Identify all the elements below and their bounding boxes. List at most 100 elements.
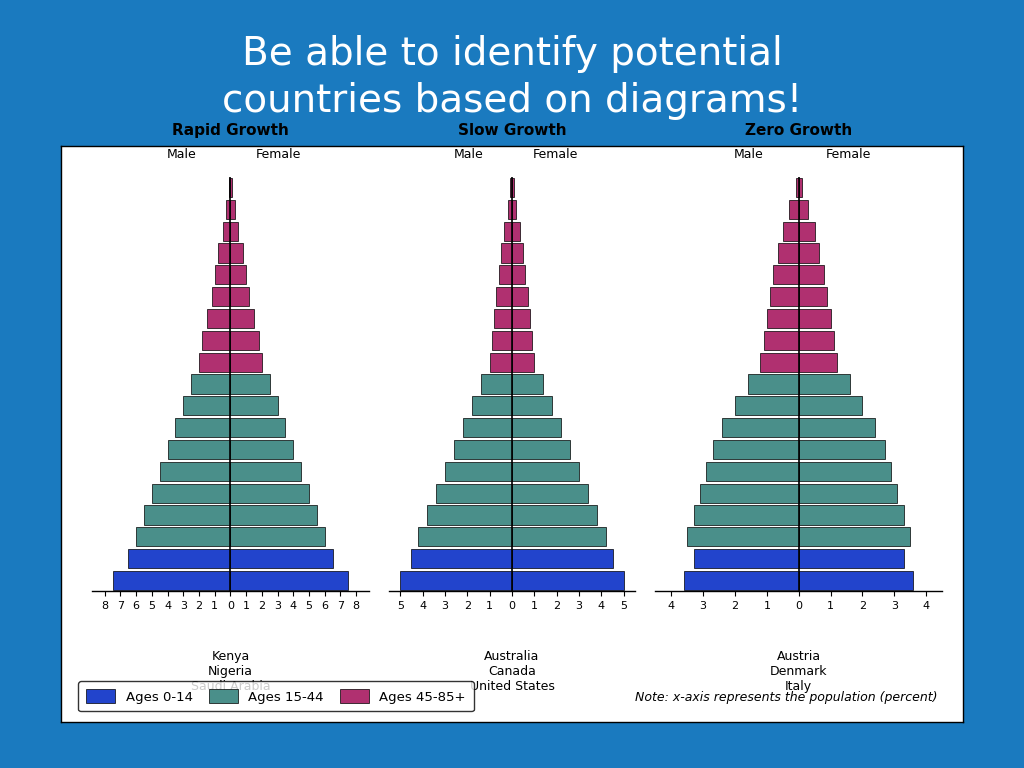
Bar bbox=[693, 505, 799, 525]
Bar bbox=[144, 505, 230, 525]
Bar bbox=[230, 549, 333, 568]
Bar bbox=[199, 353, 230, 372]
Bar bbox=[512, 505, 597, 525]
Bar bbox=[225, 200, 230, 219]
Bar bbox=[799, 178, 802, 197]
Bar bbox=[222, 222, 230, 241]
Bar bbox=[436, 484, 512, 503]
Bar bbox=[778, 243, 799, 263]
Bar bbox=[773, 265, 799, 284]
Bar bbox=[228, 178, 230, 197]
Bar bbox=[230, 200, 236, 219]
Bar bbox=[735, 396, 799, 415]
Title: Rapid Growth: Rapid Growth bbox=[172, 123, 289, 138]
Bar bbox=[230, 331, 259, 350]
Bar bbox=[472, 396, 512, 415]
Bar bbox=[799, 527, 910, 546]
Bar bbox=[799, 396, 862, 415]
Bar bbox=[799, 571, 913, 590]
Title: Slow Growth: Slow Growth bbox=[458, 123, 566, 138]
Bar bbox=[160, 462, 230, 481]
Text: Female: Female bbox=[256, 148, 301, 161]
Bar bbox=[748, 374, 799, 394]
Bar bbox=[230, 265, 246, 284]
Text: Male: Male bbox=[167, 148, 197, 161]
Bar bbox=[799, 440, 885, 459]
Bar bbox=[215, 265, 230, 284]
Bar bbox=[722, 418, 799, 437]
Text: Female: Female bbox=[532, 148, 578, 161]
Bar bbox=[767, 309, 799, 328]
Bar bbox=[175, 418, 230, 437]
Bar bbox=[799, 287, 827, 306]
Bar bbox=[412, 549, 512, 568]
Bar bbox=[230, 505, 316, 525]
Bar bbox=[497, 287, 512, 306]
Bar bbox=[799, 462, 891, 481]
Bar bbox=[512, 331, 532, 350]
Bar bbox=[512, 571, 624, 590]
Bar bbox=[684, 571, 799, 590]
Bar bbox=[218, 243, 230, 263]
Legend: Ages 0-14, Ages 15-44, Ages 45-85+: Ages 0-14, Ages 15-44, Ages 45-85+ bbox=[78, 681, 473, 711]
Text: Be able to identify potential
countries based on diagrams!: Be able to identify potential countries … bbox=[222, 35, 802, 120]
Bar bbox=[212, 287, 230, 306]
Bar bbox=[512, 374, 544, 394]
Bar bbox=[168, 440, 230, 459]
Bar bbox=[191, 374, 230, 394]
Bar bbox=[512, 287, 527, 306]
Bar bbox=[504, 222, 512, 241]
Bar bbox=[799, 418, 876, 437]
Text: Note: x-axis represents the population (percent): Note: x-axis represents the population (… bbox=[635, 691, 937, 703]
Bar bbox=[799, 505, 904, 525]
Bar bbox=[207, 309, 230, 328]
Bar bbox=[230, 527, 325, 546]
Bar bbox=[799, 549, 904, 568]
Bar bbox=[445, 462, 512, 481]
Bar bbox=[512, 527, 606, 546]
Bar bbox=[512, 309, 529, 328]
Text: Australia
Canada
United States: Australia Canada United States bbox=[470, 650, 554, 694]
Bar bbox=[183, 396, 230, 415]
Bar bbox=[761, 353, 799, 372]
Bar bbox=[707, 462, 799, 481]
Bar bbox=[770, 287, 799, 306]
Bar bbox=[501, 243, 512, 263]
Bar bbox=[230, 309, 254, 328]
Bar bbox=[113, 571, 230, 590]
Bar bbox=[230, 462, 301, 481]
Bar bbox=[463, 418, 512, 437]
Text: Male: Male bbox=[454, 148, 484, 161]
Bar bbox=[512, 200, 516, 219]
Bar bbox=[687, 527, 799, 546]
Text: Kenya
Nigeria
Saudi Arabia: Kenya Nigeria Saudi Arabia bbox=[190, 650, 270, 694]
Bar bbox=[230, 353, 262, 372]
Bar bbox=[764, 331, 799, 350]
Bar bbox=[136, 527, 230, 546]
Bar bbox=[790, 200, 799, 219]
Bar bbox=[512, 222, 520, 241]
Bar bbox=[799, 265, 824, 284]
Text: Female: Female bbox=[826, 148, 871, 161]
Bar bbox=[799, 200, 808, 219]
Bar bbox=[400, 571, 512, 590]
Text: Male: Male bbox=[733, 148, 764, 161]
Bar bbox=[230, 396, 278, 415]
Bar bbox=[128, 549, 230, 568]
Bar bbox=[512, 462, 579, 481]
Bar bbox=[799, 484, 897, 503]
Text: Austria
Denmark
Italy: Austria Denmark Italy bbox=[770, 650, 827, 694]
Bar bbox=[782, 222, 799, 241]
Bar bbox=[512, 549, 612, 568]
Bar bbox=[512, 440, 570, 459]
Bar bbox=[480, 374, 512, 394]
Bar bbox=[799, 374, 850, 394]
Bar bbox=[512, 484, 588, 503]
Bar bbox=[799, 353, 837, 372]
Bar bbox=[230, 440, 293, 459]
Bar bbox=[713, 440, 799, 459]
Bar bbox=[700, 484, 799, 503]
Bar bbox=[512, 353, 535, 372]
Bar bbox=[202, 331, 230, 350]
Bar bbox=[230, 571, 348, 590]
